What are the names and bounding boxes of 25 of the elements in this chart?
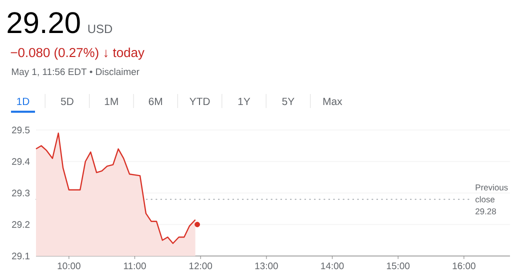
text: May 1, 11:56 EDT • Disclaimer bbox=[12, 68, 140, 77]
y-tick-label: 29.4 bbox=[12, 158, 30, 165]
text: 1D bbox=[17, 98, 30, 105]
x-tick-label: 14:00 bbox=[321, 262, 344, 270]
y-tick-label: 29.1 bbox=[12, 252, 30, 260]
y-tick-label: 29.5 bbox=[12, 126, 30, 134]
text: YTD bbox=[190, 98, 210, 105]
text: 1M bbox=[104, 98, 118, 105]
x-tick-label: 11:00 bbox=[124, 262, 146, 270]
text: 5D bbox=[60, 98, 74, 106]
y-tick-label: 29.2 bbox=[12, 221, 30, 228]
text: −0.080 (0.27%) ↓ today bbox=[10, 48, 144, 60]
text: USD bbox=[88, 24, 112, 34]
text: 6M bbox=[148, 98, 162, 106]
text: 5Y bbox=[282, 98, 294, 106]
x-tick-label: 16:00 bbox=[452, 262, 476, 270]
x-tick-label: 15:00 bbox=[386, 262, 410, 270]
chart-title: 29.20 bbox=[8, 12, 80, 34]
y-tick-label: 29.3 bbox=[12, 190, 30, 196]
ref-line-label: Previous close 29.28 bbox=[475, 184, 508, 214]
text: 1Y bbox=[238, 98, 250, 105]
x-tick-label: 13:00 bbox=[255, 262, 278, 270]
x-tick-label: 10:00 bbox=[58, 262, 80, 270]
x-tick-label: 12:00 bbox=[189, 262, 212, 270]
text: Max bbox=[323, 98, 342, 106]
